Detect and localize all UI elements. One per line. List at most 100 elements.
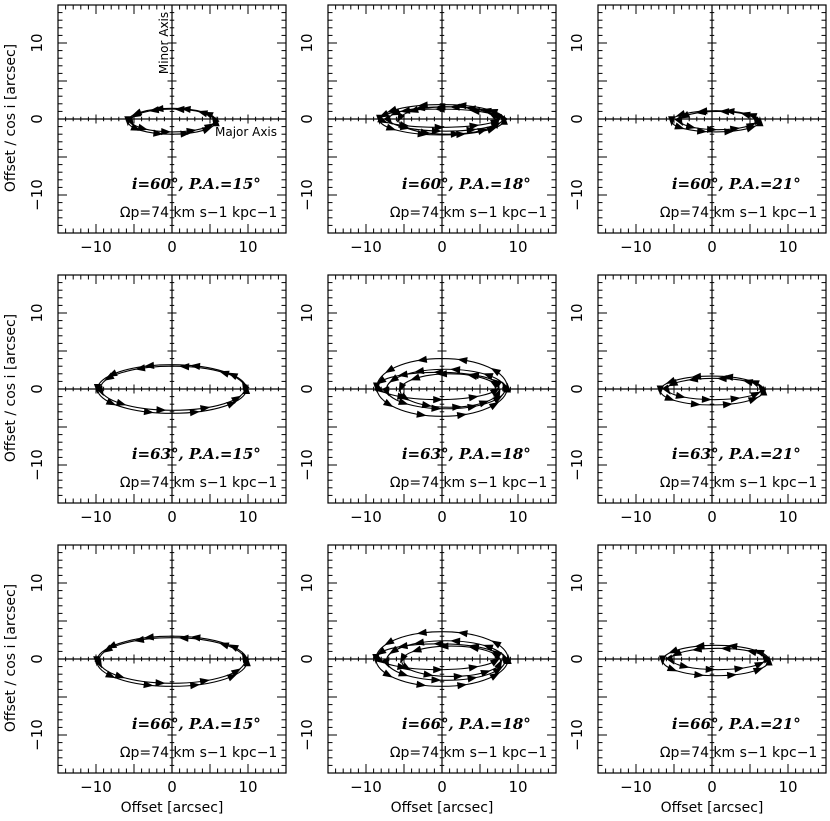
orbit-arrow — [705, 665, 716, 673]
orbit-arrow — [241, 380, 250, 391]
y-axis-label-row1: Offset / cos i [arcsec] — [3, 44, 19, 192]
orbit-arrow — [143, 633, 155, 641]
orbit-arrow — [408, 105, 419, 113]
y-axis-label-row2: Offset / cos i [arcsec] — [3, 314, 19, 462]
orbit-arrow — [745, 122, 757, 131]
orbit-arrow — [675, 391, 686, 399]
orbit-arrow — [144, 361, 155, 369]
orbit-arrow — [174, 105, 185, 114]
orbit-arrow — [502, 381, 510, 392]
orbit-arrow — [95, 385, 104, 397]
orbit-arrow — [722, 401, 733, 409]
orbit-arrow — [199, 678, 211, 686]
orbit-arrow — [491, 118, 500, 129]
orbit-arrow — [105, 670, 116, 679]
orbit-arrow — [701, 395, 712, 403]
orbit-arrow — [457, 357, 468, 365]
y-tick-label: −10 — [28, 179, 46, 211]
orbit-arrow — [385, 123, 397, 131]
orbit-arrow — [218, 642, 230, 650]
orbit-arrow — [730, 395, 741, 403]
x-tick-label: −10 — [80, 238, 112, 256]
orbit-arrow — [161, 127, 172, 136]
x-tick-label: −10 — [350, 778, 382, 796]
orbit-arrow — [189, 409, 200, 417]
panel-5: −10 −10 0 0 10 10 i=63°, P.A.=18° Ωp=74 km s−1 … — [298, 274, 557, 526]
orbit-arrow — [433, 666, 444, 674]
orbit-arrow — [720, 645, 731, 653]
minor-axis-label: Minor Axis — [157, 12, 171, 74]
x-tick-label: 0 — [707, 508, 717, 526]
orbit-arrow — [502, 652, 510, 664]
panel-label-pattern-speed: Ωp=74 km s−1 kpc−1 — [660, 745, 818, 761]
orbit-arrow — [409, 373, 421, 381]
orbit-arrow — [665, 654, 675, 665]
orbit-arrow — [413, 367, 425, 375]
orbit-arrow — [434, 123, 445, 131]
orbit-arrow — [690, 400, 701, 408]
orbit-arrow — [377, 115, 388, 124]
orbit-arrow — [450, 637, 461, 645]
orbit-arrow — [457, 630, 468, 638]
panel-label-pattern-speed: Ωp=74 km s−1 kpc−1 — [120, 205, 278, 221]
panel-1: −10 −10 0 0 10 10 i=60°, P.A.=15° Ωp=74 km s−1 … — [28, 4, 287, 256]
orbit-arrow — [137, 123, 149, 131]
orbit-arrow — [482, 373, 494, 380]
orbit-arrow — [189, 682, 201, 690]
orbit-arrow — [685, 122, 697, 130]
x-tick-label: 0 — [437, 778, 447, 796]
y-tick-label: 10 — [568, 573, 586, 592]
orbit-arrow — [398, 669, 409, 677]
orbit-arrow — [374, 384, 385, 394]
x-tick-label: 0 — [437, 508, 447, 526]
y-tick-label: 0 — [568, 114, 586, 124]
orbit-arrow — [724, 128, 735, 136]
orbit-arrow — [488, 401, 500, 411]
orbit-arrow — [423, 670, 434, 678]
x-tick-label: 10 — [238, 778, 257, 796]
orbit-arrow — [230, 395, 242, 404]
x-tick-label: 0 — [167, 508, 177, 526]
y-tick-label: 10 — [298, 303, 316, 322]
panel-label-angles: i=63°, P.A.=18° — [402, 445, 531, 463]
y-tick-label: 10 — [298, 573, 316, 592]
orbit-arrow — [384, 364, 396, 374]
orbit-arrow — [143, 680, 154, 689]
orbit-arrow — [489, 387, 501, 397]
orbit-arrow — [489, 657, 501, 667]
orbit-arrow — [456, 412, 468, 420]
orbit-arrow — [383, 114, 393, 125]
panel-grid: −10 −10 0 0 10 10 i=60°, P.A.=15° Ωp=74 km s−1 … — [28, 4, 827, 796]
orbit-arrow — [156, 406, 167, 414]
orbit-arrow — [719, 108, 730, 116]
orbit-arrow — [374, 654, 385, 664]
y-tick-label: −10 — [298, 719, 316, 751]
orbit-arrow — [687, 375, 699, 383]
orbit-arrow — [397, 641, 408, 650]
orbit-arrow — [489, 380, 500, 389]
orbit-arrow — [413, 638, 425, 646]
panel-label-angles: i=63°, P.A.=15° — [132, 445, 261, 463]
x-tick-label: 0 — [167, 238, 177, 256]
orbit-arrow — [658, 655, 667, 666]
x-tick-label: −10 — [80, 778, 112, 796]
panel-label-angles: i=66°, P.A.=18° — [402, 715, 531, 733]
panel-9: −10 −10 0 0 10 10 i=66°, P.A.=21° Ωp=74 km s−1 … — [568, 544, 827, 796]
orbit-arrow — [729, 125, 741, 133]
orbit-arrow — [421, 401, 433, 409]
orbit-arrow — [190, 362, 201, 371]
y-tick-label: 10 — [568, 303, 586, 322]
orbit-arrow — [200, 405, 211, 413]
orbit-arrow — [416, 680, 427, 688]
x-axis-label-col3: Offset [arcsec] — [661, 800, 764, 816]
panel-label-angles: i=60°, P.A.=21° — [672, 175, 801, 193]
orbit-arrow — [491, 640, 502, 649]
x-tick-label: −10 — [620, 238, 652, 256]
orbit-arrow — [752, 114, 762, 126]
orbit-arrow — [135, 364, 146, 372]
orbit-arrow — [667, 378, 679, 387]
x-tick-label: 0 — [167, 778, 177, 796]
y-tick-label: 10 — [28, 303, 46, 322]
panel-label-angles: i=66°, P.A.=15° — [132, 715, 261, 733]
orbit-arrow — [376, 375, 387, 385]
